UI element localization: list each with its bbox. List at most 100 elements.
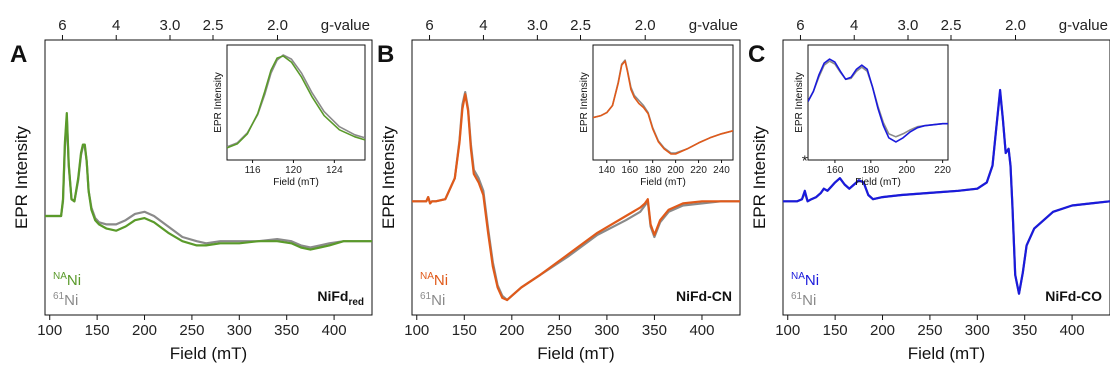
g-tick-label: 2.5	[203, 17, 224, 34]
x-tick-label: 100	[775, 322, 800, 339]
x-tick-label: 300	[594, 322, 619, 339]
g-axis-title: g-value	[689, 17, 738, 34]
g-tick-label: 3.0	[527, 17, 548, 34]
inset-x-tick-label: 140	[598, 165, 615, 176]
x-tick-label: 350	[642, 322, 667, 339]
legend-mass: 61	[791, 291, 803, 302]
x-tick-label: 200	[132, 322, 157, 339]
inset: 140 160 180 200 220 240 Field (mT) EPR Intensit…	[579, 44, 734, 188]
inset-x-tick-label: 200	[898, 165, 915, 176]
x-tick-label: 350	[1012, 322, 1037, 339]
sample-label-sub: red	[348, 297, 364, 308]
x-tick-label: 350	[274, 322, 299, 339]
inset-x-tick-label: 160	[621, 165, 638, 176]
panel-letter: B	[377, 41, 394, 68]
x-tick-label: 400	[322, 322, 347, 339]
x-tick-label: 400	[689, 322, 714, 339]
legend-mass: NA	[420, 271, 434, 282]
x-tick-label: 200	[870, 322, 895, 339]
g-tick-label: 2.5	[570, 17, 591, 34]
sample-label: NiFdred	[317, 288, 364, 308]
panel-a: 100 150 200 250 300 350 400 Field (mT) EPR Inten…	[10, 17, 373, 363]
inset-frame	[592, 44, 734, 161]
legend-element: Ni	[64, 292, 78, 309]
plot-frame	[411, 39, 741, 316]
legend-element: Ni	[431, 292, 445, 309]
legend-entry: 61Ni	[420, 291, 445, 309]
inset-x-tick-label: 180	[644, 165, 661, 176]
legend-entry: NANi	[53, 271, 81, 289]
inset-frame	[807, 44, 949, 161]
g-tick-label: 4	[112, 17, 120, 34]
legend-entry: NANi	[420, 271, 448, 289]
sample-label: NiFd-CO	[1045, 288, 1102, 304]
legend-mass: NA	[53, 271, 67, 282]
g-tick-label: 2.5	[941, 17, 962, 34]
sample-label-main: NiFd-CO	[1045, 288, 1102, 304]
g-tick-label: 6	[58, 17, 66, 34]
inset: 116 120 124 Field (mT) EPR Intensity	[213, 44, 366, 188]
y-axis-title: EPR Intensity	[12, 126, 31, 229]
x-tick-label: 150	[85, 322, 110, 339]
legend-entry: 61Ni	[791, 291, 816, 309]
legend-element: Ni	[805, 272, 819, 289]
x-tick-label: 150	[823, 322, 848, 339]
x-tick-label: 150	[452, 322, 477, 339]
inset-x-tick-label: 240	[713, 165, 730, 176]
sample-label: NiFd-CN	[676, 288, 732, 304]
x-tick-label: 200	[499, 322, 524, 339]
g-tick-label: 4	[479, 17, 487, 34]
x-axis-title: Field (mT)	[170, 344, 247, 363]
x-tick-label: 300	[965, 322, 990, 339]
inset-series-line-na-ni	[808, 58, 948, 143]
panel-b: 100 150 200 250 300 350 400 Field (mT) EPR Inten…	[377, 17, 741, 363]
inset-x-tick-label: 200	[667, 165, 684, 176]
g-tick-label: 2.0	[1005, 17, 1026, 34]
inset-x-tick-label: 160	[827, 165, 844, 176]
g-tick-label: 2.0	[267, 17, 288, 34]
panel-letter: A	[10, 41, 27, 68]
inset-x-tick-label: 180	[862, 165, 879, 176]
legend-entry: 61Ni	[53, 291, 78, 309]
sample-label-main: NiFd	[317, 288, 348, 304]
inset: 160 180 200 220 Field (mT) EPR Intensity	[794, 44, 951, 188]
asterisk-annotation: *	[802, 153, 808, 170]
g-axis-title: g-value	[321, 17, 370, 34]
inset-y-axis-title: EPR Intensity	[579, 72, 590, 133]
legend-element: Ni	[802, 292, 816, 309]
y-axis-title: EPR Intensity	[750, 126, 769, 229]
panel-c: 100 150 200 250 300 350 400 Field (mT) EPR Inten…	[748, 17, 1110, 363]
legend-element: Ni	[434, 272, 448, 289]
series-line-na-ni	[412, 93, 740, 302]
g-tick-label: 6	[796, 17, 804, 34]
inset-x-tick-label: 120	[285, 165, 302, 176]
inset-x-axis-title: Field (mT)	[640, 177, 686, 188]
inset-y-axis-title: EPR Intensity	[213, 72, 224, 133]
asterisk-annotation: *	[820, 153, 826, 170]
series-line-na-ni	[783, 88, 1110, 295]
legend-element: Ni	[67, 272, 81, 289]
legend-entry: NANi	[791, 271, 819, 289]
inset-y-axis-title: EPR Intensity	[794, 72, 805, 133]
g-tick-label: 4	[850, 17, 858, 34]
inset-x-axis-title: Field (mT)	[273, 177, 319, 188]
x-tick-label: 250	[547, 322, 572, 339]
sample-label-main: NiFd-CN	[676, 288, 732, 304]
g-tick-label: 2.0	[635, 17, 656, 34]
plot-frame	[782, 39, 1110, 316]
x-tick-label: 300	[227, 322, 252, 339]
plot-frame	[44, 39, 373, 316]
inset-series-line-na-ni	[227, 55, 365, 149]
series-line-na-ni	[45, 112, 372, 251]
inset-x-axis-title: Field (mT)	[855, 177, 901, 188]
legend-mass: 61	[420, 291, 432, 302]
inset-x-tick-label: 220	[690, 165, 707, 176]
inset-frame	[226, 44, 366, 161]
x-axis-title: Field (mT)	[537, 344, 614, 363]
x-tick-label: 250	[917, 322, 942, 339]
g-tick-label: 3.0	[898, 17, 919, 34]
g-axis-title: g-value	[1059, 17, 1108, 34]
legend-mass: 61	[53, 291, 65, 302]
x-axis-title: Field (mT)	[908, 344, 985, 363]
